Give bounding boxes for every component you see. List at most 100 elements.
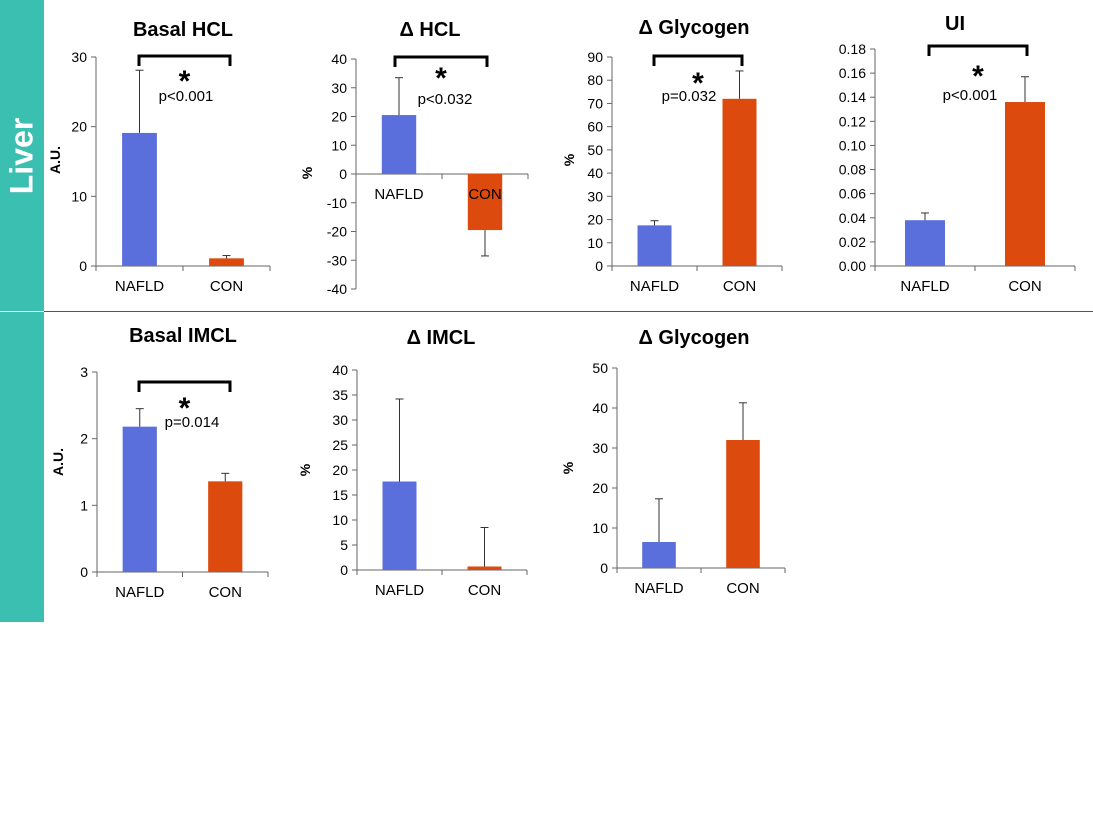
- y-tick-label: -40: [327, 281, 347, 297]
- y-tick-label: 30: [592, 440, 608, 456]
- bar-con: [722, 98, 757, 266]
- y-tick-label: 10: [592, 520, 608, 536]
- category-label-nafld: NAFLD: [900, 278, 949, 295]
- bar-con: [467, 566, 502, 570]
- category-label-nafld: NAFLD: [634, 580, 683, 597]
- category-label-con: CON: [468, 582, 501, 599]
- y-tick-label: 90: [587, 49, 603, 65]
- y-axis-label: A.U.: [47, 146, 63, 174]
- y-tick-label: 40: [592, 400, 608, 416]
- y-tick-label: 35: [332, 387, 348, 403]
- y-tick-label: 70: [587, 95, 603, 111]
- y-tick-label: 20: [332, 462, 348, 478]
- p-value-label: p<0.001: [159, 88, 214, 105]
- significance-star: *: [692, 67, 704, 100]
- category-label-con: CON: [726, 580, 759, 597]
- category-label-nafld: NAFLD: [375, 582, 424, 599]
- y-tick-label: 3: [80, 364, 88, 380]
- row-divider: [44, 311, 1093, 312]
- y-tick-label: 30: [332, 412, 348, 428]
- significance-bracket: [137, 380, 232, 392]
- p-value-label: p<0.032: [418, 91, 473, 108]
- category-label-nafld: NAFLD: [630, 278, 679, 295]
- y-axis-label: %: [561, 153, 577, 166]
- y-tick-label: 30: [331, 80, 347, 96]
- significance-bracket: [137, 54, 232, 66]
- y-tick-label: 10: [332, 512, 348, 528]
- y-tick-label: 0: [80, 564, 88, 580]
- y-axis-label: %: [299, 166, 315, 179]
- chart-title: Δ HCL: [399, 19, 460, 41]
- bar-nafld: [642, 542, 676, 568]
- y-tick-label: 10: [587, 235, 603, 251]
- chart-title: Δ Glycogen: [638, 327, 749, 349]
- y-tick-label: 40: [332, 362, 348, 378]
- chart-title: UI: [945, 13, 965, 35]
- y-axis-label: A.U.: [50, 448, 66, 476]
- y-axis-label: %: [560, 461, 576, 474]
- chart-title: Basal IMCL: [129, 325, 237, 347]
- bar-nafld: [122, 132, 157, 266]
- y-tick-label: 60: [587, 119, 603, 135]
- y-tick-label: 0.18: [839, 41, 866, 57]
- p-value-label: p=0.032: [662, 88, 717, 105]
- bar-nafld: [637, 225, 672, 266]
- y-tick-label: 10: [71, 188, 87, 204]
- y-tick-label: 20: [592, 480, 608, 496]
- bar-nafld: [905, 220, 945, 266]
- y-axis-label: %: [297, 463, 313, 476]
- y-tick-label: 20: [331, 109, 347, 125]
- category-label-con: CON: [723, 278, 756, 295]
- category-label-nafld: NAFLD: [115, 278, 164, 295]
- y-tick-label: 50: [587, 142, 603, 158]
- bar-con: [1005, 102, 1045, 267]
- significance-bracket: [393, 55, 489, 67]
- bar-con: [726, 440, 760, 568]
- y-tick-label: 0.10: [839, 137, 866, 153]
- muscle-band: Muscle: [0, 312, 44, 830]
- significance-star: *: [972, 60, 984, 93]
- category-label-con: CON: [1008, 278, 1041, 295]
- p-value-label: p=0.014: [165, 414, 220, 431]
- category-label-con: CON: [209, 584, 242, 601]
- y-tick-label: 1: [80, 497, 88, 513]
- significance-star: *: [179, 392, 191, 425]
- y-tick-label: 5: [340, 537, 348, 553]
- y-tick-label: 20: [587, 212, 603, 228]
- y-tick-label: 0.08: [839, 162, 866, 178]
- y-tick-label: 0: [600, 560, 608, 576]
- bar-nafld: [382, 481, 417, 570]
- y-tick-label: -20: [327, 224, 347, 240]
- category-label-nafld: NAFLD: [115, 584, 164, 601]
- y-tick-label: 30: [71, 49, 87, 65]
- y-tick-label: 0: [339, 166, 347, 182]
- y-tick-label: 0: [340, 562, 348, 578]
- bar-con: [208, 481, 243, 572]
- y-tick-label: 0.06: [839, 186, 866, 202]
- y-tick-label: 50: [592, 360, 608, 376]
- muscle-row-label: Muscle: [3, 721, 40, 830]
- category-label-con: CON: [210, 278, 243, 295]
- p-value-label: p<0.001: [943, 87, 998, 104]
- significance-star: *: [435, 62, 447, 95]
- significance-bracket: [652, 54, 744, 66]
- category-label-con: CON: [468, 186, 501, 203]
- y-tick-label: 0.02: [839, 234, 866, 250]
- y-tick-label: 20: [71, 119, 87, 135]
- liver-band: Liver: [0, 0, 44, 311]
- y-tick-label: 40: [587, 165, 603, 181]
- y-tick-label: 0.04: [839, 210, 866, 226]
- y-tick-label: 40: [331, 51, 347, 67]
- y-tick-label: -10: [327, 195, 347, 211]
- y-tick-label: 0: [79, 258, 87, 274]
- bar-con: [209, 258, 244, 266]
- bar-nafld: [381, 115, 417, 174]
- y-tick-label: 30: [587, 188, 603, 204]
- y-tick-label: 0.14: [839, 89, 866, 105]
- significance-star: *: [179, 65, 191, 98]
- bar-con: [467, 174, 503, 231]
- y-tick-label: -30: [327, 252, 347, 268]
- y-tick-label: 0: [595, 258, 603, 274]
- chart-title: Δ Glycogen: [638, 17, 749, 39]
